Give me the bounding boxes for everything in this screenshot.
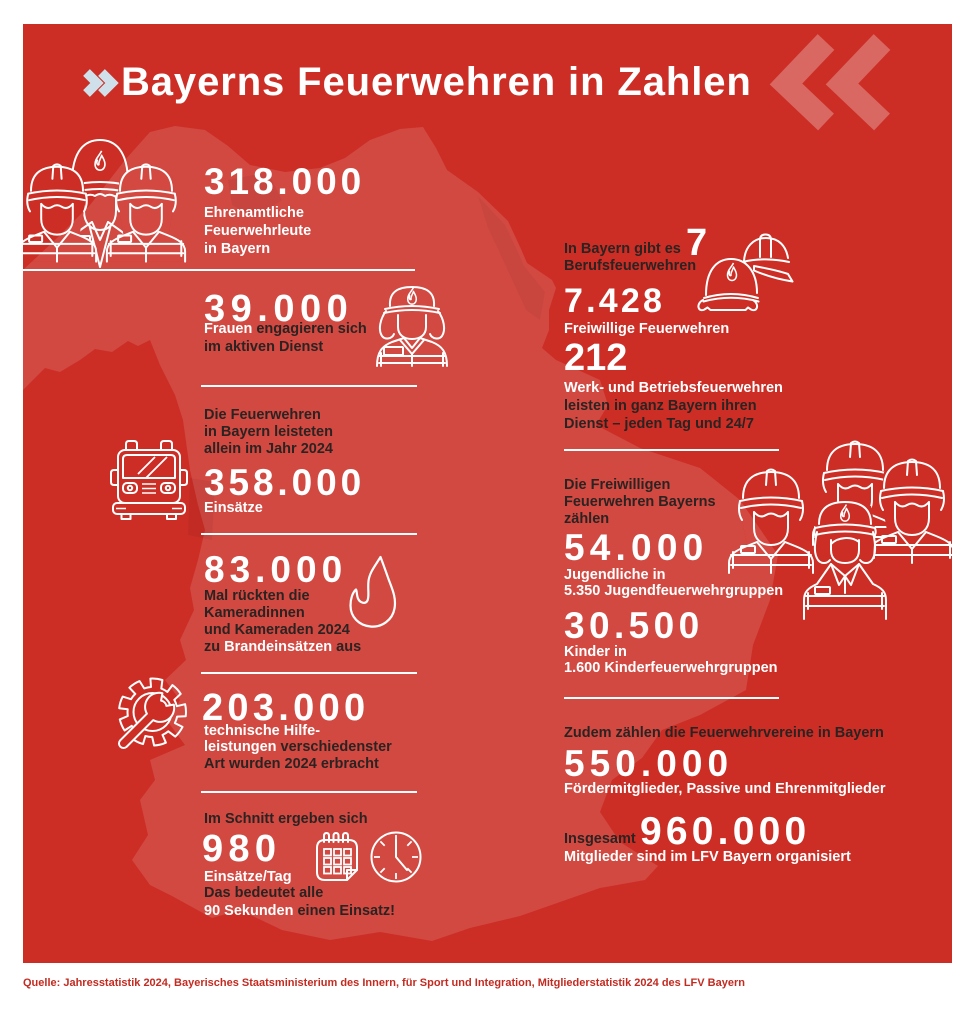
svg-text:Art wurden 2024 erbracht: Art wurden 2024 erbracht: [204, 756, 379, 772]
svg-text:Bayerns Feuerwehren in Zahlen: Bayerns Feuerwehren in Zahlen: [121, 60, 752, 104]
svg-text:Feuerwehren Bayerns: Feuerwehren Bayerns: [564, 494, 716, 510]
svg-text:Quelle: Jahresstatistik 2024,: Quelle: Jahresstatistik 2024, Bayerische…: [23, 977, 745, 989]
svg-text:allein im Jahr 2024: allein im Jahr 2024: [204, 441, 333, 457]
svg-text:Die Feuerwehren: Die Feuerwehren: [204, 407, 321, 423]
svg-text:30.500: 30.500: [564, 605, 704, 646]
svg-text:203.000: 203.000: [202, 687, 369, 729]
svg-text:Dienst – jeden Tag und 24/7: Dienst – jeden Tag und 24/7: [564, 416, 754, 432]
svg-text:In Bayern gibt es: In Bayern gibt es: [564, 241, 681, 257]
svg-text:und Kameraden 2024: und Kameraden 2024: [204, 622, 350, 638]
svg-text:Zudem zählen die Feuerwehrvere: Zudem zählen die Feuerwehrvereine in Bay…: [564, 725, 884, 741]
svg-text:1.600 Kinderfeuerwehrgruppen: 1.600 Kinderfeuerwehrgruppen: [564, 660, 778, 676]
svg-text:Kinder in: Kinder in: [564, 644, 627, 660]
svg-text:Einsätze: Einsätze: [204, 500, 263, 516]
svg-text:54.000: 54.000: [564, 527, 708, 568]
svg-text:5.350 Jugendfeuerwehrgruppen: 5.350 Jugendfeuerwehrgruppen: [564, 583, 783, 599]
svg-text:Ehrenamtliche: Ehrenamtliche: [204, 205, 304, 221]
svg-text:Feuerwehrleute: Feuerwehrleute: [204, 223, 311, 239]
svg-text:Berufsfeuerwehren: Berufsfeuerwehren: [564, 258, 696, 274]
svg-text:leisten in ganz Bayern ihren: leisten in ganz Bayern ihren: [564, 398, 757, 414]
svg-text:318.000: 318.000: [204, 161, 365, 202]
svg-text:Mitglieder sind im LFV Bayern: Mitglieder sind im LFV Bayern organisier…: [564, 849, 851, 865]
svg-text:Mal rückten die: Mal rückten die: [204, 588, 310, 604]
svg-text:Das bedeutet alle: Das bedeutet alle: [204, 885, 323, 901]
svg-text:550.000: 550.000: [564, 743, 733, 784]
svg-text:im aktiven Dienst: im aktiven Dienst: [204, 339, 323, 355]
svg-text:Freiwillige Feuerwehren: Freiwillige Feuerwehren: [564, 321, 729, 337]
svg-text:Fördermitglieder, Passive und: Fördermitglieder, Passive und Ehrenmitgl…: [564, 781, 886, 797]
svg-text:leistungen verschiedenster: leistungen verschiedenster: [204, 739, 392, 755]
svg-text:in Bayern leisteten: in Bayern leisteten: [204, 424, 333, 440]
svg-text:980: 980: [202, 828, 281, 870]
svg-text:Einsätze/Tag: Einsätze/Tag: [204, 869, 292, 885]
svg-text:in Bayern: in Bayern: [204, 241, 270, 257]
svg-text:960.000: 960.000: [640, 810, 810, 853]
svg-text:Jugendliche in: Jugendliche in: [564, 567, 666, 583]
svg-text:technische Hilfe-: technische Hilfe-: [204, 723, 320, 739]
svg-text:Kameradinnen: Kameradinnen: [204, 605, 305, 621]
svg-text:358.000: 358.000: [204, 462, 365, 503]
svg-text:39.000: 39.000: [204, 288, 353, 330]
svg-text:Im Schnitt ergeben sich: Im Schnitt ergeben sich: [204, 811, 368, 827]
svg-text:Insgesamt: Insgesamt: [564, 831, 636, 847]
svg-text:90 Sekunden einen Einsatz!: 90 Sekunden einen Einsatz!: [204, 903, 395, 919]
svg-text:Die Freiwilligen: Die Freiwilligen: [564, 477, 670, 493]
svg-text:Frauen engagieren sich: Frauen engagieren sich: [204, 321, 367, 337]
svg-text:Werk- und Betriebsfeuerwehren: Werk- und Betriebsfeuerwehren: [564, 380, 783, 396]
svg-text:zu Brandeinsätzen aus: zu Brandeinsätzen aus: [204, 639, 361, 655]
svg-text:212: 212: [564, 337, 627, 379]
svg-text:zählen: zählen: [564, 511, 609, 527]
svg-text:83.000: 83.000: [204, 549, 347, 590]
svg-text:7: 7: [686, 222, 707, 264]
svg-text:7.428: 7.428: [564, 282, 665, 320]
